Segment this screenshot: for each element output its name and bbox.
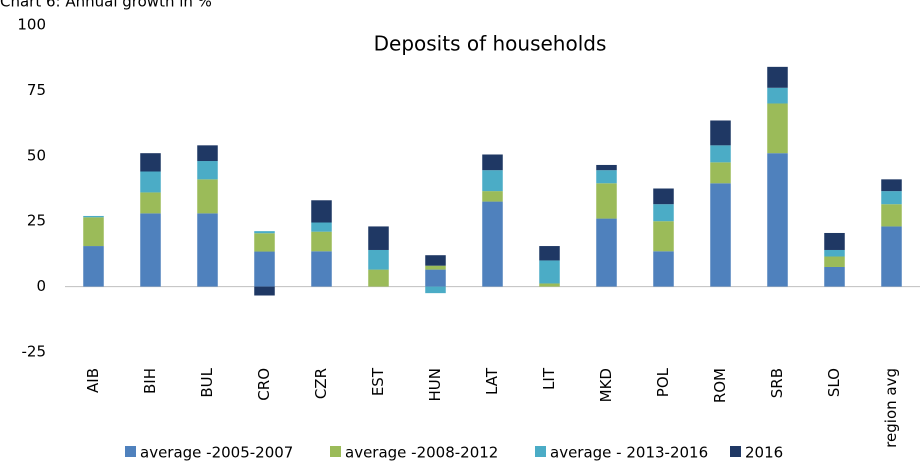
bar-segment — [197, 179, 218, 214]
bar-segment — [368, 226, 389, 250]
bar-segment — [197, 213, 218, 287]
bar-segment — [824, 232, 845, 250]
bar-segment — [881, 204, 902, 227]
bar-segment — [254, 251, 275, 287]
bar-segment — [710, 183, 731, 287]
bar-segment — [881, 179, 902, 192]
bar-segment — [767, 87, 788, 104]
x-tick-label: EST — [369, 367, 387, 396]
bar-segment — [710, 145, 731, 163]
x-tick-label: region avg — [882, 368, 900, 448]
legend-label: average -2005-2007 — [140, 444, 293, 462]
bar-segment — [482, 201, 503, 287]
bar-segment — [824, 266, 845, 287]
bar-segment — [425, 286, 446, 294]
bar-segment — [539, 246, 560, 261]
x-tick-label: ROM — [711, 368, 729, 403]
y-tick-label: 25 — [27, 212, 46, 230]
bar-segment — [767, 66, 788, 88]
bar-segment — [710, 120, 731, 146]
legend-label: average - 2013-2016 — [550, 444, 708, 462]
x-tick-label: POL — [654, 367, 672, 397]
bar-segment — [596, 183, 617, 219]
bar-segment — [653, 221, 674, 252]
x-tick-label: CZR — [312, 368, 330, 399]
x-tick-label: AIB — [84, 368, 102, 393]
y-tick-label: -25 — [22, 343, 47, 361]
x-tick-label: MKD — [597, 368, 615, 402]
y-tick-label: 75 — [27, 81, 46, 99]
legend-swatch — [730, 446, 741, 457]
x-tick-label: BUL — [198, 367, 216, 397]
bar-segment — [254, 233, 275, 252]
bar-segment — [140, 153, 161, 172]
page-header: Chart 6: Annual growth in % — [0, 0, 212, 11]
bar-segment — [254, 286, 275, 296]
bar-segment — [83, 217, 104, 247]
bar-segment — [311, 200, 332, 223]
bar-segment — [83, 215, 104, 218]
bar-segment — [368, 249, 389, 270]
chart-title: Deposits of households — [374, 32, 607, 56]
legend-label: average -2008-2012 — [345, 444, 498, 462]
bar-segment — [197, 145, 218, 162]
legend-label: 2016 — [745, 444, 783, 462]
bar-segment — [596, 170, 617, 184]
bar-segment — [425, 255, 446, 266]
bar-segment — [539, 260, 560, 284]
bar-segment — [368, 269, 389, 287]
bar-segment — [482, 154, 503, 171]
bar-segment — [425, 269, 446, 287]
bar-segment — [311, 251, 332, 287]
bar-segment — [197, 161, 218, 180]
bar-segment — [596, 164, 617, 171]
y-tick-label: 0 — [36, 277, 46, 295]
bar-segment — [425, 265, 446, 270]
bar-segment — [824, 256, 845, 267]
x-tick-label: LIT — [540, 367, 558, 390]
y-tick-label: 50 — [27, 146, 46, 164]
x-tick-label: LAT — [483, 367, 501, 395]
bar-segment — [824, 249, 845, 257]
bar-segment — [482, 170, 503, 192]
x-tick-label: SLO — [825, 368, 843, 397]
x-tick-label: SRB — [768, 368, 786, 398]
bar-segment — [83, 246, 104, 287]
bar-segment — [653, 204, 674, 222]
bar-segment — [482, 191, 503, 202]
bar-segment — [311, 231, 332, 252]
legend-swatch — [125, 446, 136, 457]
bar-segment — [653, 188, 674, 205]
bar-segment — [311, 222, 332, 232]
bar-segment — [140, 213, 161, 287]
bar-segment — [539, 283, 560, 287]
bar-segment — [653, 251, 674, 287]
bar-segment — [767, 153, 788, 287]
bar-segment — [254, 231, 275, 234]
bar-segment — [881, 226, 902, 287]
bar-segment — [140, 171, 161, 193]
legend-swatch — [330, 446, 341, 457]
x-tick-label: HUN — [426, 368, 444, 401]
bar-segment — [767, 103, 788, 154]
x-tick-label: BIH — [141, 368, 159, 394]
bar-segment — [596, 218, 617, 287]
bar-segment — [881, 191, 902, 205]
bar-segment — [710, 162, 731, 184]
y-tick-label: 100 — [17, 16, 46, 34]
bar-segment — [140, 192, 161, 214]
legend-swatch — [535, 446, 546, 457]
x-tick-label: CRO — [255, 368, 273, 401]
